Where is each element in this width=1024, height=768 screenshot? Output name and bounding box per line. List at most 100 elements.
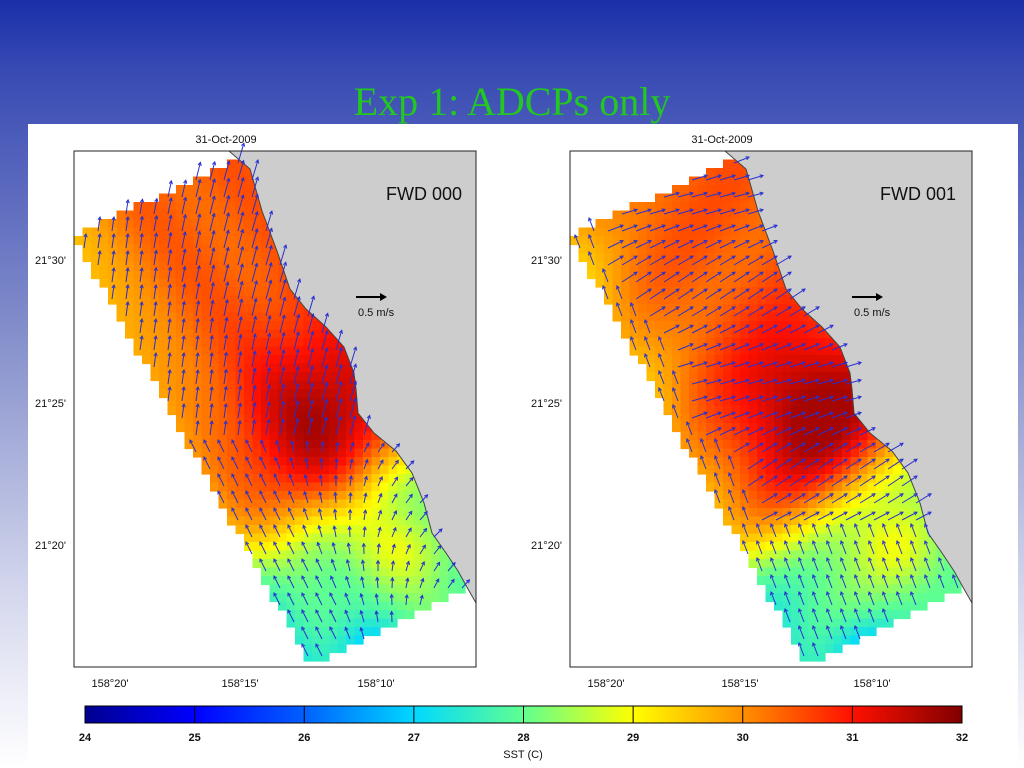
- sst-cell: [244, 431, 254, 441]
- sst-cell: [150, 278, 160, 288]
- sst-cell: [320, 465, 330, 475]
- sst-cell: [320, 355, 330, 365]
- sst-cell: [312, 414, 322, 424]
- sst-cell: [842, 542, 852, 552]
- sst-cell: [286, 389, 296, 399]
- sst-cell: [867, 593, 877, 603]
- sst-cell: [363, 550, 373, 560]
- velocity-arrow: [602, 268, 609, 283]
- velocity-arrow: [775, 379, 792, 385]
- velocity-arrowhead: [787, 475, 792, 480]
- sst-cell: [714, 287, 724, 297]
- velocity-arrow: [817, 324, 834, 334]
- scale-arrow: [852, 293, 883, 301]
- sst-cell: [380, 499, 390, 509]
- sst-cell: [201, 423, 211, 433]
- velocity-arrowhead: [301, 558, 306, 563]
- sst-cell: [269, 329, 279, 339]
- sst-cell: [184, 414, 194, 424]
- velocity-arrow: [139, 301, 143, 317]
- sst-cell: [876, 491, 886, 501]
- velocity-arrowhead: [815, 411, 820, 416]
- velocity-arrowhead: [224, 316, 229, 322]
- sst-cell: [595, 236, 605, 246]
- velocity-arrow: [756, 540, 763, 555]
- sst-cell: [329, 423, 339, 433]
- sst-cell: [201, 193, 211, 203]
- sst-cell: [799, 550, 809, 560]
- sst-cell: [859, 542, 869, 552]
- sst-cell: [714, 363, 724, 373]
- velocity-arrowhead: [189, 439, 194, 444]
- sst-cell: [816, 635, 826, 645]
- velocity-arrow: [854, 608, 861, 623]
- velocity-arrow: [812, 591, 819, 606]
- velocity-arrowhead: [139, 232, 144, 238]
- velocity-arrow: [301, 575, 309, 589]
- velocity-arrowhead: [759, 361, 764, 366]
- velocity-arrow: [181, 352, 185, 368]
- sst-cell: [748, 533, 758, 543]
- velocity-arrowhead: [353, 346, 358, 351]
- velocity-arrowhead: [226, 177, 231, 182]
- velocity-arrowhead: [913, 458, 918, 463]
- sst-cell: [252, 465, 262, 475]
- velocity-arrowhead: [316, 541, 321, 546]
- velocity-arrowhead: [226, 160, 231, 165]
- sst-cell: [604, 261, 614, 271]
- velocity-arrowhead: [125, 198, 130, 204]
- velocity-arrow: [882, 540, 889, 555]
- sst-cell: [799, 627, 809, 637]
- velocity-arrow: [747, 288, 764, 300]
- velocity-arrow: [868, 591, 875, 606]
- sst-cell: [125, 244, 135, 254]
- sst-cell: [850, 448, 860, 458]
- velocity-arrow: [677, 343, 694, 351]
- sst-cell: [816, 652, 826, 662]
- velocity-arrow: [111, 284, 115, 300]
- velocity-arrow: [840, 591, 847, 606]
- sst-cell: [150, 372, 160, 382]
- velocity-arrow: [195, 248, 200, 266]
- axes-frame: [73, 150, 477, 668]
- velocity-arrowhead: [182, 248, 187, 253]
- sst-cell: [99, 278, 109, 288]
- sst-cell: [663, 304, 673, 314]
- sst-cell: [723, 176, 733, 186]
- sst-cell: [621, 236, 631, 246]
- velocity-arrowhead: [280, 418, 285, 423]
- sst-cell: [303, 465, 313, 475]
- sst-cell: [816, 542, 826, 552]
- sst-cell: [235, 355, 245, 365]
- sst-cell: [82, 227, 92, 237]
- velocity-arrow: [845, 396, 862, 402]
- velocity-arrow: [761, 379, 778, 385]
- velocity-arrow: [245, 490, 253, 504]
- velocity-arrowhead: [812, 557, 816, 562]
- sst-cell: [193, 414, 203, 424]
- sst-cell: [799, 593, 809, 603]
- sst-cell: [672, 355, 682, 365]
- sst-cell: [371, 457, 381, 467]
- velocity-arrow: [817, 511, 834, 521]
- sst-cell: [629, 295, 639, 305]
- velocity-arrowhead: [759, 395, 765, 400]
- velocity-arrowhead: [868, 557, 872, 562]
- velocity-arrow: [375, 611, 379, 623]
- sst-cell: [295, 533, 305, 543]
- sst-cell: [808, 406, 818, 416]
- sst-cell: [193, 295, 203, 305]
- sst-cell: [99, 219, 109, 229]
- velocity-arrow: [658, 370, 665, 385]
- velocity-arrowhead: [280, 400, 286, 406]
- velocity-arrow: [181, 386, 185, 402]
- sst-cell: [252, 363, 262, 373]
- velocity-arrow: [691, 209, 708, 215]
- sst-cell: [363, 567, 373, 577]
- velocity-arrow: [798, 540, 805, 555]
- sst-cell: [337, 431, 347, 441]
- sst-cell: [244, 448, 254, 458]
- velocity-arrowhead: [237, 419, 242, 425]
- velocity-arrowhead: [288, 490, 293, 495]
- sst-cell: [320, 627, 330, 637]
